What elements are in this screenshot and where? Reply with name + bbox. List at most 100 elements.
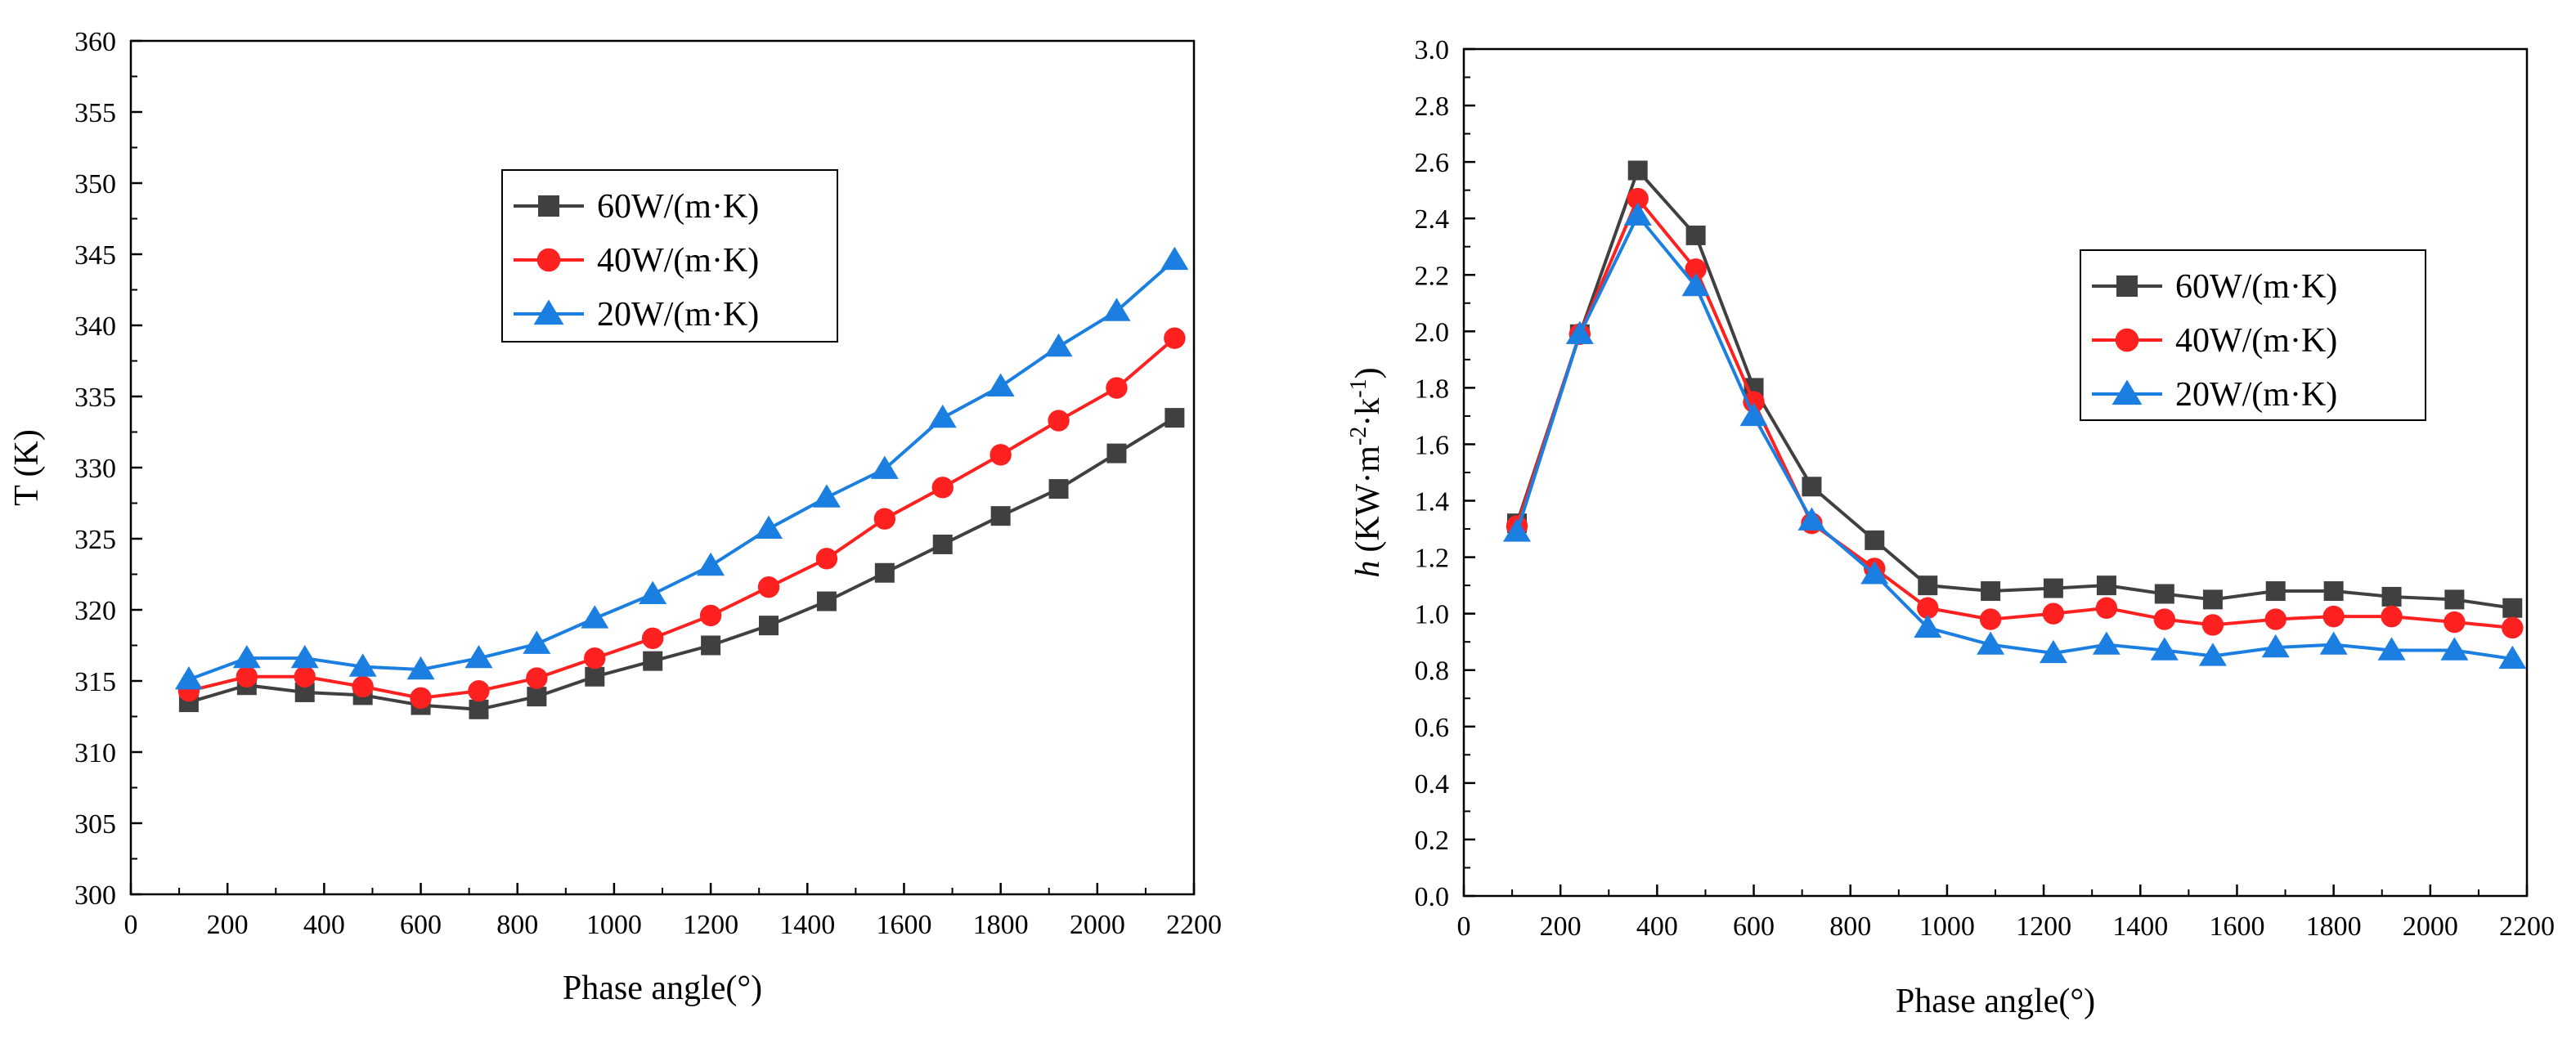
data-point [232, 644, 261, 669]
legend-marker [538, 195, 559, 217]
y-tick-label: 1.0 [1415, 600, 1450, 630]
data-point [2153, 608, 2176, 630]
x-tick-label: 1400 [2112, 911, 2168, 942]
data-point [348, 653, 377, 677]
data-point [1048, 479, 1069, 499]
data-point [469, 699, 489, 719]
data-point [986, 373, 1015, 396]
data-point [464, 644, 493, 669]
data-point [290, 644, 319, 669]
y-axis-label-mid: ·k [1349, 398, 1387, 427]
data-point [2498, 645, 2527, 670]
data-point [523, 630, 551, 654]
data-point [757, 576, 780, 598]
data-point [581, 605, 609, 629]
data-point [641, 627, 664, 649]
plot-frame [129, 39, 1196, 896]
y-axis-label-unit: (KW·m [1349, 446, 1387, 553]
x-tick-label: 0 [1457, 911, 1471, 942]
data-point [1979, 608, 2002, 630]
legend-box [2080, 249, 2426, 421]
x-axis-label: Phase angle(°) [1896, 983, 2095, 1020]
data-point [1918, 576, 1938, 596]
data-point [697, 552, 725, 576]
x-tick-label: 1000 [1919, 911, 1975, 942]
data-point [1106, 443, 1127, 464]
x-tick-label: 2000 [2403, 911, 2458, 942]
y-tick-label: 360 [74, 27, 116, 57]
x-tick-label: 2200 [1166, 910, 1222, 940]
x-tick-label: 1600 [876, 910, 931, 940]
y-tick-label: 2.2 [1415, 261, 1450, 291]
data-point [2096, 576, 2116, 596]
data-point [874, 562, 895, 583]
x-tick-label: 1800 [973, 910, 1029, 940]
data-point [639, 580, 667, 605]
data-point [1160, 246, 1189, 271]
data-point [2444, 589, 2465, 610]
y-tick-label: 0.4 [1415, 769, 1450, 799]
data-point [815, 548, 838, 570]
legend-marker [2115, 328, 2139, 352]
y-tick-label: 0.8 [1415, 656, 1450, 687]
y-tick-label: 1.2 [1415, 544, 1450, 574]
series-square [178, 408, 1185, 719]
data-point [2323, 581, 2344, 602]
y-tick-label: 2.6 [1415, 148, 1450, 178]
y-axis: 0.0 0.2 0.4 0.6 0.8 1.0 1.2 1.4 1.6 1.8 2.0 2.2 2.4 2… [1415, 35, 1475, 912]
y-axis-label-sup1: -2 [1346, 427, 1371, 446]
data-point [1623, 202, 1652, 226]
legend-label: 40W/(m·K) [2175, 322, 2337, 360]
series-line [188, 258, 1176, 682]
y-tick-label: 1.8 [1415, 374, 1450, 404]
x-tick-label: 600 [1733, 911, 1775, 942]
y-axis-label-symbol: h [1349, 561, 1387, 578]
y-tick-label: 350 [74, 169, 116, 199]
legend-label: 60W/(m·K) [2175, 268, 2337, 306]
data-point [990, 506, 1011, 526]
data-point [870, 455, 899, 479]
y-tick-label: 305 [74, 809, 116, 840]
legend-entry: 20W/(m·K) [2092, 376, 2337, 414]
y-tick-label: 0.6 [1415, 713, 1450, 743]
data-point [174, 666, 203, 690]
series-square [1507, 160, 2523, 618]
y-tick-label: 2.0 [1415, 317, 1450, 347]
x-tick-label: 1200 [683, 910, 738, 940]
y-axis-label: h (KW·m-2·k-1) [1346, 367, 1387, 577]
data-point [406, 656, 435, 680]
legend-label: 20W/(m·K) [2175, 376, 2337, 414]
x-tick-label: 0 [124, 910, 138, 940]
legend-entries: 60W/(m·K) 40W/(m·K) 20W/(m·K) [514, 188, 759, 334]
data-point [1627, 187, 1649, 210]
data-point [1802, 477, 1822, 497]
data-point [1627, 160, 1648, 181]
data-point [1165, 408, 1185, 428]
data-point [584, 647, 606, 670]
data-point [1860, 561, 1889, 584]
data-point [990, 444, 1012, 466]
x-tick-label: 800 [496, 910, 538, 940]
series-line [188, 337, 1176, 700]
data-point [2092, 631, 2120, 655]
data-point [1685, 225, 1706, 245]
data-point [2377, 637, 2406, 661]
data-point [1102, 298, 1131, 321]
x-tick-label: 2000 [1070, 910, 1125, 940]
series-triangle [1502, 202, 2527, 670]
data-point [2444, 611, 2466, 634]
y-tick-label: 355 [74, 98, 116, 128]
x-tick-label: 600 [400, 910, 442, 940]
y-tick-label: 1.6 [1415, 430, 1450, 460]
data-point [2264, 608, 2287, 630]
data-point [526, 667, 548, 689]
data-point [643, 651, 663, 671]
data-point [754, 515, 783, 539]
heat-transfer-chart: 0 200 400 600 800 1000 1200 1400 1600 1800 2000 220… [1346, 35, 2555, 1020]
temperature-chart: 0 200 400 600 800 1000 1200 1400 1600 1800 2000 220… [8, 27, 1222, 1007]
x-axis: 0 200 400 600 800 1000 1200 1400 1600 1800 2000 220… [1457, 885, 2555, 942]
data-point [699, 604, 722, 627]
y-tick-label: 310 [74, 738, 116, 768]
data-point [2202, 589, 2223, 610]
